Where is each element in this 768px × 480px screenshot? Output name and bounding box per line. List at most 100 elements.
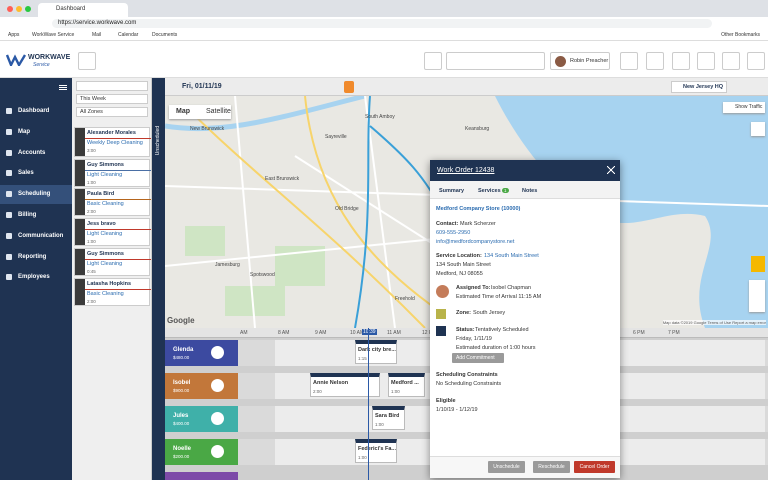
- map-type: [169, 105, 231, 119]
- add-commitment[interactable]: Add Commitment: [452, 353, 504, 363]
- zone-select[interactable]: All Zones: [76, 107, 148, 117]
- order-card[interactable]: Paula Bird Basic Cleaning 2:00: [74, 188, 151, 216]
- street-view[interactable]: [751, 256, 765, 272]
- fullscreen[interactable]: [751, 122, 765, 136]
- card-duration: 0:45: [87, 269, 96, 274]
- card-stripe: [85, 289, 151, 290]
- nav-item[interactable]: Map: [0, 123, 72, 142]
- favorites-button[interactable]: [424, 52, 442, 70]
- card-stripe: [85, 199, 151, 200]
- location-label: Service Location:: [436, 253, 482, 259]
- header-icon[interactable]: [697, 52, 715, 70]
- nav-icon: [6, 274, 12, 281]
- nav-label: Sales: [18, 170, 34, 177]
- nav-item[interactable]: Employees: [0, 268, 72, 287]
- traffic-label: Show Traffic: [735, 104, 763, 110]
- unscheduled-strip[interactable]: Unscheduled: [152, 78, 165, 480]
- alert-button[interactable]: [344, 81, 354, 93]
- appointment-title: Dark city bre...: [358, 347, 396, 353]
- zoom-control[interactable]: [749, 280, 765, 312]
- nav-icon: [6, 128, 12, 135]
- nav-item[interactable]: Communication: [0, 227, 72, 246]
- nav-icon: [6, 108, 12, 114]
- action-button[interactable]: Reschedule: [533, 461, 570, 473]
- card-duration: 1:00: [87, 180, 96, 185]
- menu-toggle[interactable]: [59, 85, 67, 86]
- order-card[interactable]: Guy Simmons Light Cleaning 1:00: [74, 159, 151, 187]
- header-icon[interactable]: [646, 52, 664, 70]
- location-select[interactable]: New Jersey HQ: [671, 81, 727, 93]
- close-button[interactable]: [607, 166, 615, 174]
- card-handle: [75, 189, 85, 215]
- popup-title[interactable]: Work Order 12438: [437, 167, 495, 174]
- order-card[interactable]: Alexander Morales Weekly Deep Cleaning 3:0…: [74, 127, 151, 157]
- search-button[interactable]: [78, 52, 96, 70]
- appointment[interactable]: Dark city bre... 1:15: [355, 340, 397, 364]
- close-dot[interactable]: [7, 6, 13, 12]
- traffic-toggle[interactable]: Show Traffic: [723, 102, 765, 113]
- hour-label: 6 PM: [633, 330, 645, 336]
- nav-item[interactable]: Accounts: [0, 144, 72, 163]
- bookmark[interactable]: Calendar: [118, 32, 139, 38]
- min-dot[interactable]: [16, 6, 22, 12]
- popup-tab[interactable]: Notes: [522, 188, 538, 194]
- search-input[interactable]: [76, 81, 148, 91]
- tech-cell[interactable]: Isobel $900.00: [165, 373, 238, 399]
- header-icon[interactable]: [722, 52, 740, 70]
- order-card[interactable]: Jess bravo Light Cleaning 1:00: [74, 218, 151, 246]
- order-card[interactable]: Latasha Hopkins Basic Cleaning 2:00: [74, 278, 151, 306]
- max-dot[interactable]: [25, 6, 31, 12]
- action-button[interactable]: Unschedule: [488, 461, 525, 473]
- eligible: 1/10/19 - 1/12/19: [436, 407, 478, 413]
- email: info@medfordcompanystore.net: [436, 239, 515, 245]
- nav-item[interactable]: Sales: [0, 164, 72, 183]
- bookmark[interactable]: Documents: [152, 32, 178, 38]
- appointment[interactable]: Medford ... 1:00: [388, 373, 425, 397]
- card-service: Light Cleaning: [87, 172, 123, 178]
- popup-header: Work Order 12438: [430, 160, 620, 181]
- contact-label: Contact:: [436, 221, 459, 227]
- address-bar[interactable]: https://service.workwave.com: [52, 19, 712, 28]
- appointment[interactable]: Federici's Fa... 1:00: [355, 439, 397, 463]
- header-icon[interactable]: [747, 52, 765, 70]
- nav-icon: [6, 232, 12, 239]
- nav-item[interactable]: Scheduling: [0, 185, 72, 205]
- popup-tab[interactable]: Summary: [439, 188, 465, 194]
- card-service: Light Cleaning: [87, 231, 123, 237]
- header-icon[interactable]: [620, 52, 638, 70]
- map-tab[interactable]: Satellite: [206, 108, 231, 115]
- user-menu[interactable]: Robin Preacher: [550, 52, 610, 70]
- address2: Medford, NJ 08055: [436, 271, 483, 277]
- tech-cell[interactable]: Jules $400.00: [165, 406, 238, 432]
- quick-actions[interactable]: [446, 52, 545, 70]
- nav-item[interactable]: Billing: [0, 206, 72, 225]
- appointment[interactable]: Sara Bird 1:00: [372, 406, 405, 430]
- date[interactable]: Fri, 01/11/19: [182, 83, 222, 90]
- bookmark[interactable]: Apps: [8, 32, 20, 38]
- bookmark[interactable]: WorkWave Service: [32, 32, 75, 38]
- status-date: Friday, 1/11/19: [456, 336, 492, 342]
- card-name: Alexander Morales: [87, 130, 136, 136]
- card-handle: [75, 160, 85, 186]
- order-card[interactable]: Guy Simmons Light Cleaning 0:45: [74, 248, 151, 276]
- bookmark[interactable]: Mail: [92, 32, 102, 38]
- period-select[interactable]: This Week: [76, 94, 148, 104]
- bookmark[interactable]: Other Bookmarks: [721, 32, 760, 38]
- nav-item[interactable]: Reporting: [0, 248, 72, 267]
- appointment-duration: 1:00: [391, 389, 400, 394]
- hour-label: 12 PM: [422, 330, 436, 336]
- action-button[interactable]: Cancel Order: [574, 461, 615, 473]
- nav-label: Dashboard: [18, 108, 50, 114]
- duration: Estimated duration of 1:00 hours: [456, 345, 536, 351]
- nav-item[interactable]: Dashboard: [0, 102, 72, 121]
- tab[interactable]: Dashboard: [38, 3, 128, 17]
- attribution: Map data ©2019 Google Terms of Use Repor…: [662, 320, 766, 325]
- map[interactable]: Show Traffic Google Map data ©2019 Googl…: [165, 96, 768, 328]
- tech-cell[interactable]: Glenda $480.00: [165, 340, 238, 366]
- appointment[interactable]: Annie Nelson 2:00: [310, 373, 380, 397]
- tech-avatar: [211, 346, 224, 359]
- popup-tab[interactable]: Services: [478, 188, 501, 194]
- header-icon[interactable]: [672, 52, 690, 70]
- tech-cell[interactable]: Noelle $200.00: [165, 439, 238, 465]
- map-tab[interactable]: Map: [176, 108, 190, 115]
